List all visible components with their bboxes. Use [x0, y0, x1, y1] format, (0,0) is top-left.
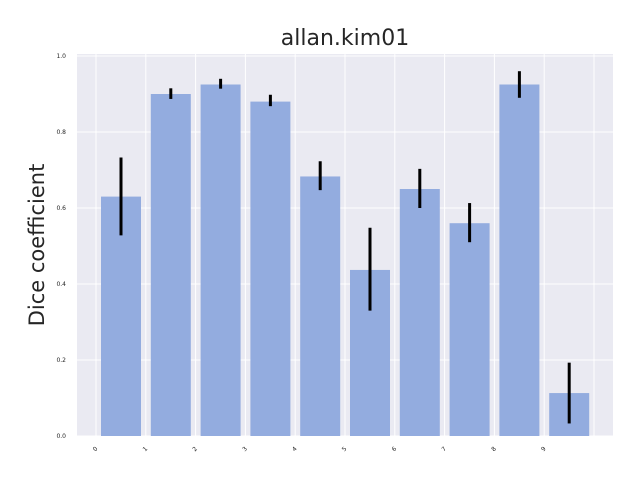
bars	[101, 84, 590, 436]
y-axis-ticks: 0.0 0.2 0.4 0.6 0.8 1.0	[56, 53, 66, 440]
x-tick-label: 2	[191, 445, 199, 453]
bar	[399, 189, 440, 436]
bar	[150, 94, 191, 436]
bar	[300, 176, 341, 436]
bar	[449, 223, 490, 436]
bar	[250, 101, 291, 436]
x-tick-label: 6	[391, 445, 399, 453]
y-tick-label: 0.2	[56, 357, 66, 364]
y-axis-label: Dice coefficient	[25, 164, 49, 327]
x-tick-label: 5	[341, 445, 349, 453]
bar	[499, 84, 540, 436]
y-tick-label: 1.0	[56, 53, 66, 60]
x-tick-label: 0	[92, 445, 100, 453]
y-tick-label: 0.0	[56, 433, 66, 440]
x-tick-label: 4	[291, 445, 299, 453]
x-axis-ticks: 0 1 2 3 4 5 6 7 8 9	[92, 445, 548, 453]
bar	[101, 196, 141, 436]
y-tick-label: 0.6	[56, 205, 66, 212]
x-tick-label: 3	[241, 445, 249, 453]
chart-title: allan.kim01	[281, 26, 409, 51]
y-tick-label: 0.4	[56, 281, 66, 288]
bar	[200, 84, 241, 436]
x-tick-label: 8	[490, 445, 498, 453]
error-bars	[119, 71, 571, 424]
x-tick-label: 9	[540, 445, 548, 453]
x-tick-label: 1	[142, 445, 150, 453]
x-tick-label: 7	[440, 445, 448, 453]
y-tick-label: 0.8	[56, 129, 66, 136]
